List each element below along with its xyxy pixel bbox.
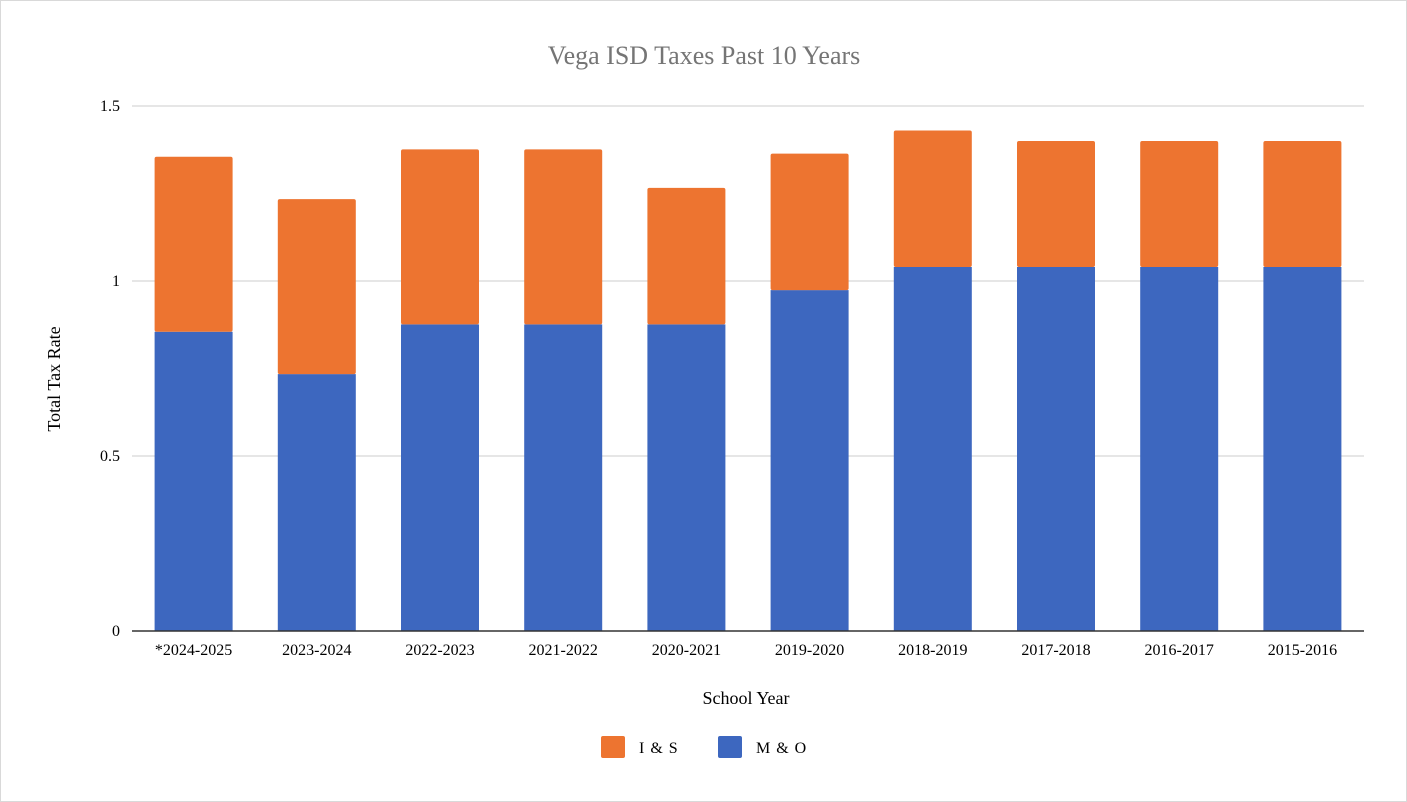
legend-label-m-and-o: M & O <box>756 740 807 757</box>
x-tick-label: *2024-2025 <box>155 642 232 659</box>
x-tick-label: 2020-2021 <box>652 642 721 659</box>
bar-i-and-s-3 <box>524 149 603 325</box>
bar-m-and-o-9 <box>1263 267 1342 631</box>
y-tick-label: 0 <box>112 623 120 640</box>
bar-i-and-s-9 <box>1263 141 1342 267</box>
bar-i-and-s-4 <box>647 187 726 325</box>
legend-label-i-and-s: I & S <box>639 740 679 757</box>
bar-m-and-o-2 <box>401 324 479 631</box>
bar-m-and-o-3 <box>524 324 603 631</box>
bar-i-and-s-5 <box>770 153 849 291</box>
bar-i-and-s-2 <box>401 149 479 325</box>
bar-m-and-o-6 <box>893 267 972 631</box>
x-tick-label: 2019-2020 <box>775 642 844 659</box>
bar-m-and-o-0 <box>154 331 233 631</box>
y-tick-label: 0.5 <box>100 448 120 465</box>
legend-swatch-m-and-o <box>718 736 742 758</box>
bar-i-and-s-6 <box>893 130 972 267</box>
bar-m-and-o-5 <box>770 290 849 631</box>
legend-swatch-i-and-s <box>601 736 625 758</box>
y-tick-label: 1 <box>112 273 120 290</box>
bar-m-and-o-7 <box>1017 267 1095 631</box>
x-tick-label: 2017-2018 <box>1021 642 1090 659</box>
chart-title: Vega ISD Taxes Past 10 Years <box>548 41 861 70</box>
x-axis-title: School Year <box>702 688 789 708</box>
bar-m-and-o-8 <box>1140 267 1219 631</box>
x-axis-ticks: *2024-2025 2023-2024 2022-2023 2021-2022 202… <box>155 642 1337 659</box>
y-axis-title: Total Tax Rate <box>44 326 64 431</box>
bar-i-and-s-0 <box>154 156 233 332</box>
x-tick-label: 2016-2017 <box>1145 642 1214 659</box>
bar-i-and-s-1 <box>277 199 356 375</box>
bar-m-and-o-1 <box>277 374 356 631</box>
x-tick-label: 2015-2016 <box>1268 642 1337 659</box>
x-tick-label: 2023-2024 <box>282 642 351 659</box>
x-tick-label: 2022-2023 <box>405 642 474 659</box>
bars <box>154 130 1342 631</box>
x-tick-label: 2021-2022 <box>529 642 598 659</box>
bar-i-and-s-7 <box>1017 141 1095 267</box>
y-tick-label: 1.5 <box>100 98 120 115</box>
y-axis-ticks: 0 0.5 1 1.5 <box>100 98 120 640</box>
bar-i-and-s-8 <box>1140 141 1219 267</box>
bar-m-and-o-4 <box>647 324 726 631</box>
x-tick-label: 2018-2019 <box>898 642 967 659</box>
